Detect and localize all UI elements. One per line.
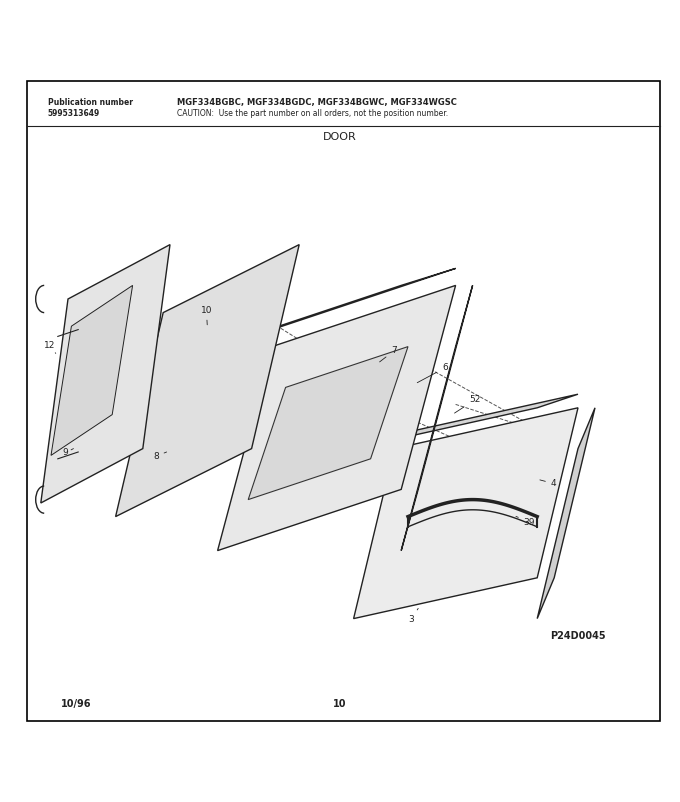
Polygon shape [354,395,578,448]
Text: 7: 7 [379,346,396,362]
Text: P24D0045: P24D0045 [550,630,606,641]
Text: 5995313649: 5995313649 [48,108,100,118]
Text: Publication number: Publication number [48,99,133,107]
Polygon shape [218,269,456,346]
Text: 6: 6 [418,363,447,383]
Text: 10: 10 [333,699,347,709]
Text: 3: 3 [408,609,418,624]
Polygon shape [41,245,170,503]
Text: 39: 39 [516,516,535,527]
Text: 9: 9 [63,448,73,457]
Text: DOOR: DOOR [323,132,357,143]
Polygon shape [218,286,456,551]
Polygon shape [116,245,299,516]
Text: 10: 10 [201,306,212,325]
Text: CAUTION:  Use the part number on all orders, not the position number.: CAUTION: Use the part number on all orde… [177,108,448,118]
Polygon shape [354,407,578,618]
Text: 10/96: 10/96 [61,699,92,709]
Text: 12: 12 [44,341,56,354]
Polygon shape [51,286,133,456]
Text: 4: 4 [540,479,556,488]
Text: 52: 52 [454,395,481,413]
Polygon shape [537,407,595,618]
Polygon shape [401,286,473,551]
Text: MGF334BGBC, MGF334BGDC, MGF334BGWC, MGF334WGSC: MGF334BGBC, MGF334BGDC, MGF334BGWC, MGF3… [177,99,457,107]
Polygon shape [248,346,408,500]
Text: 8: 8 [153,452,167,461]
